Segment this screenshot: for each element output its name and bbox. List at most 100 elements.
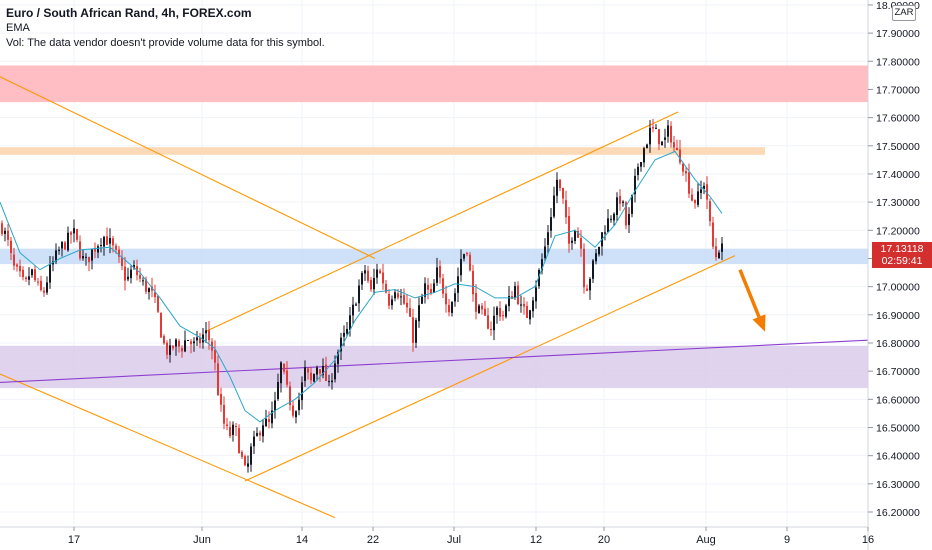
x-tick-label: 12: [530, 534, 542, 546]
x-tick-label: 14: [296, 534, 308, 546]
candle-body: [337, 352, 339, 365]
candle-body: [709, 201, 711, 222]
candle-body: [175, 339, 177, 347]
candle-body: [256, 433, 258, 436]
candle-body: [58, 249, 60, 251]
x-tick-label: 16: [862, 534, 874, 546]
candle-body: [610, 218, 612, 220]
candle-body: [703, 185, 705, 190]
candle-body: [409, 308, 411, 317]
candle-body: [472, 270, 474, 295]
candle-body: [520, 304, 522, 306]
candle-body: [463, 254, 465, 259]
candle-body: [154, 292, 156, 298]
y-tick-label: 17.50000: [876, 141, 920, 153]
currency-badge[interactable]: ZAR: [892, 5, 916, 21]
indicator-legend[interactable]: EMA: [6, 22, 30, 34]
candle-body: [250, 446, 252, 465]
candle-body: [466, 253, 468, 255]
candle-body: [226, 424, 228, 426]
current-price-tag: 17.13118 02:59:41: [872, 242, 932, 268]
candle-body: [133, 264, 135, 269]
candle-body: [628, 213, 630, 225]
candle-body: [484, 308, 486, 316]
candle-body: [328, 381, 330, 383]
candle-body: [622, 201, 624, 203]
candle-body: [565, 200, 567, 218]
candle-body: [61, 242, 63, 249]
y-tick-label: 16.30000: [876, 479, 920, 491]
candle-body: [223, 404, 225, 424]
candle-body: [556, 179, 558, 196]
candle-body: [82, 256, 84, 259]
candle-body: [682, 163, 684, 172]
candle-body: [544, 246, 546, 258]
candle-body: [652, 127, 654, 129]
candle-body: [397, 293, 399, 298]
candle-body: [181, 348, 183, 352]
candle-body: [568, 216, 570, 244]
candle-body: [214, 349, 216, 363]
x-tick-label: 17: [68, 534, 80, 546]
candle-body: [667, 125, 669, 137]
candle-body: [292, 405, 294, 416]
symbol-title[interactable]: Euro / South African Rand, 4h, FOREX.com: [6, 6, 252, 20]
zone-red: [0, 65, 868, 103]
y-tick-label: 17.70000: [876, 84, 920, 96]
y-tick-label: 17.90000: [876, 28, 920, 40]
y-tick-label: 16.40000: [876, 451, 920, 463]
candle-body: [349, 315, 351, 331]
candle-body: [517, 285, 519, 305]
candle-body: [310, 372, 312, 381]
candle-body: [100, 245, 102, 247]
candle-body: [97, 246, 99, 253]
candle-body: [271, 410, 273, 424]
candle-body: [715, 246, 717, 258]
y-tick-label: 17.30000: [876, 197, 920, 209]
y-tick-label: 16.80000: [876, 338, 920, 350]
candle-body: [550, 217, 552, 231]
candle-body: [526, 305, 528, 318]
candle-body: [607, 218, 609, 233]
candle-body: [262, 425, 264, 437]
candle-body: [346, 329, 348, 334]
time-axis[interactable]: 17 Jun 14 22 Jul 12 20 Aug 9 16: [68, 527, 874, 546]
candle-body: [31, 269, 33, 276]
candle-body: [196, 337, 198, 341]
candle-body: [160, 312, 162, 338]
candle-body: [208, 330, 210, 341]
candle-body: [121, 257, 123, 266]
y-tick-label: 17.40000: [876, 169, 920, 181]
y-tick-label: 17.20000: [876, 225, 920, 237]
candle-body: [634, 175, 636, 195]
candle-body: [403, 295, 405, 304]
zone-purple: [0, 345, 868, 389]
candle-body: [529, 310, 531, 320]
zone-blue: [0, 248, 868, 265]
current-price: 17.13118: [880, 243, 924, 255]
candle-body: [142, 280, 144, 282]
candle-body: [157, 295, 159, 312]
volume-note: Vol: The data vendor doesn't provide vol…: [6, 37, 325, 49]
candle-body: [139, 275, 141, 279]
candle-body: [661, 141, 663, 146]
candle-body: [700, 189, 702, 194]
candle-body: [535, 287, 537, 302]
candle-body: [367, 270, 369, 281]
candle-body: [424, 283, 426, 297]
candle-body: [304, 367, 306, 381]
candle-body: [364, 270, 366, 274]
candle-body: [19, 265, 21, 272]
candle-body: [589, 278, 591, 291]
candle-body: [619, 195, 621, 204]
x-tick-label: 22: [367, 534, 379, 546]
candle-body: [127, 276, 129, 280]
forecast-arrow-head: [752, 314, 766, 332]
candle-body: [685, 171, 687, 174]
candle-body: [445, 293, 447, 305]
candle-body: [592, 260, 594, 279]
channel-line: [0, 373, 336, 519]
candle-body: [28, 276, 30, 280]
candle-body: [412, 317, 414, 343]
